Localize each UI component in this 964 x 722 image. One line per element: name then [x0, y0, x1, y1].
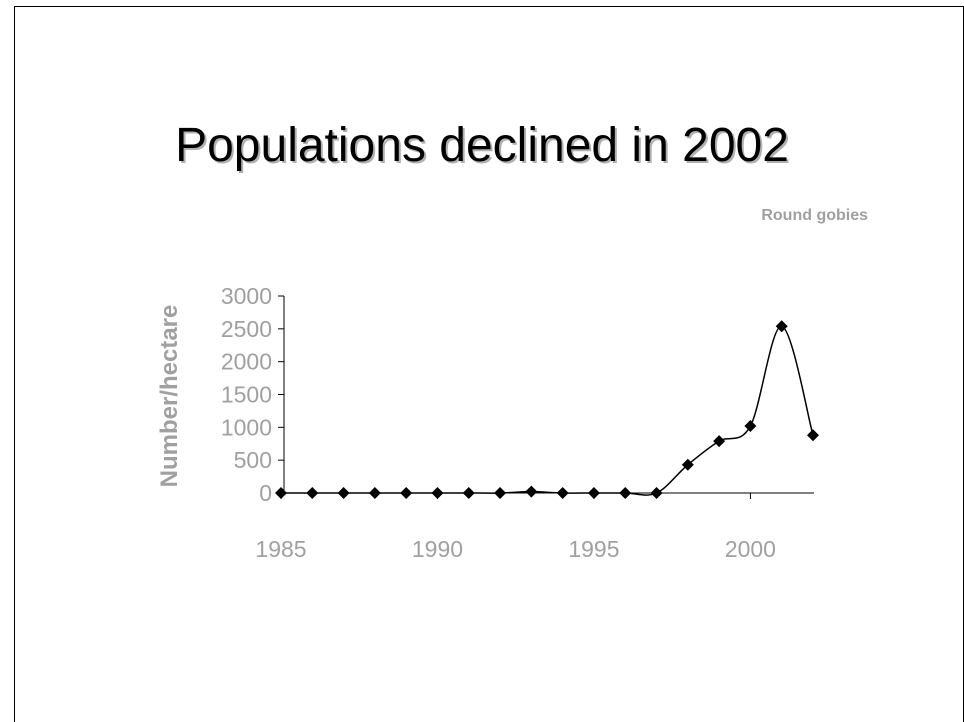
data-point-marker [681, 458, 694, 471]
slide-frame [14, 6, 964, 722]
y-tick-label: 0 [259, 480, 272, 506]
data-point-marker [368, 487, 381, 499]
x-tick-label: 1990 [412, 536, 463, 562]
y-axis-label: Number/hectare [156, 305, 183, 488]
data-point-marker [807, 429, 819, 442]
data-point-marker [713, 435, 726, 448]
x-tick-label: 1995 [568, 536, 619, 562]
y-tick-label: 3000 [221, 283, 272, 309]
y-tick-label: 2000 [221, 349, 272, 375]
data-point-marker [744, 420, 757, 433]
data-point-marker [494, 487, 507, 499]
data-point-marker [650, 487, 663, 499]
data-point-marker [306, 487, 319, 499]
data-point-marker [462, 487, 475, 499]
data-point-marker [337, 487, 350, 499]
series-line [280, 325, 814, 496]
data-point-marker [556, 487, 569, 499]
data-point-marker [400, 487, 413, 499]
x-tick-label: 1985 [255, 536, 306, 562]
data-point-marker [619, 487, 632, 499]
slide-title: Populations declined in 2002 [175, 119, 789, 172]
data-point-marker [525, 485, 538, 498]
x-tick-label: 2000 [725, 536, 776, 562]
chart-title: Round gobies [761, 207, 868, 224]
y-tick-label: 500 [234, 447, 272, 473]
y-tick-label: 1000 [221, 414, 272, 440]
data-point-marker [775, 320, 788, 333]
data-point-marker [587, 487, 600, 499]
y-tick-label: 1500 [221, 382, 272, 408]
y-tick-label: 2500 [221, 316, 272, 342]
data-point-marker [431, 487, 444, 499]
data-point-marker [275, 487, 287, 499]
